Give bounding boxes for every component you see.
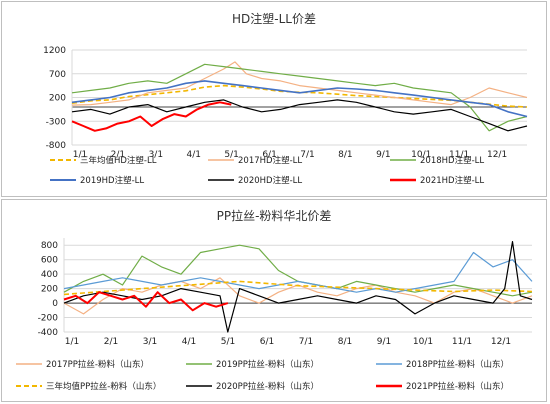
series-line [71,80,528,118]
series-line [63,291,229,312]
pp-raffia-powder-spread-chart: PP拉丝-粉料华北价差 -400 -200 0 200 400 600 800 1/1 2/1 3/… [16,208,533,392]
legend-label: 2021HD注塑-LL [420,175,484,186]
x-tick-label: 11/1 [449,150,469,160]
x-tick-label: 2/1 [104,337,118,347]
x-tick-label: 12/1 [491,337,511,347]
series-line [71,99,528,132]
legend-label: 2021PP拉丝-粉料（山东） [406,381,509,392]
y-tick-label: 200 [49,94,66,104]
series-line [71,61,528,106]
y-tick-label: 800 [41,241,58,251]
y-tick-label: 400 [41,270,58,280]
y-tick-label: -300 [46,117,67,127]
y-tick-label: 1200 [43,46,66,56]
legend-label: 2020HD注塑-LL [238,175,302,186]
hd-ll-spread-panel: HD注塑-LL价差 -800 -300 200 700 1200 1/1 2/1 3/1 4/1 5… [1,1,547,197]
x-tick-label: 6/1 [262,150,276,160]
x-tick-label: 11/1 [452,337,472,347]
chart-title: HD注塑-LL价差 [232,11,316,26]
legend-label: 2018HD注塑-LL [420,155,484,166]
x-tick-label: 10/1 [413,337,433,347]
y-tick-label: -800 [46,141,67,151]
chart-title: PP拉丝-粉料华北价差 [217,208,332,223]
legend-label: 三年均值HD注塑-LL [80,155,157,166]
x-tick-label: 3/1 [149,150,163,160]
series-line [71,101,232,132]
x-tick-label: 8/1 [338,337,352,347]
x-tick-label: 9/1 [376,150,390,160]
x-tick-label: 4/1 [187,150,201,160]
series-line [71,63,528,132]
x-tick-label: 2/1 [111,150,125,160]
y-tick-label: -400 [38,328,59,338]
legend-label: 2018PP拉丝-粉料（山东） [406,359,509,370]
y-tick-label: 0 [52,299,58,309]
x-tick-label: 5/1 [224,150,238,160]
legend-label: 2019HD注塑-LL [80,175,144,186]
x-tick-label: 8/1 [338,150,352,160]
x-tick-label: 1/1 [65,337,79,347]
y-tick-label: 200 [41,285,58,295]
legend-label: 2019PP拉丝-粉料（山东） [216,359,319,370]
series-line [63,251,533,293]
y-tick-label: 700 [49,70,66,80]
legend-label: 2020PP拉丝-粉料（山东） [216,381,319,392]
series-line [71,84,528,108]
x-tick-label: 7/1 [300,150,314,160]
pp-raffia-powder-spread-panel: PP拉丝-粉料华北价差 -400 -200 0 200 400 600 800 1/1 2/1 3/… [1,199,547,402]
y-tick-label: -200 [38,314,59,324]
legend-label: 2017HD注塑-LL [238,155,302,166]
x-tick-label: 12/1 [487,150,507,160]
x-tick-label: 1/1 [73,150,87,160]
x-tick-label: 10/1 [411,150,431,160]
x-tick-label: 7/1 [299,337,313,347]
x-tick-label: 6/1 [260,337,274,347]
x-tick-label: 5/1 [221,337,235,347]
x-tick-label: 4/1 [182,337,196,347]
series-line [63,240,533,333]
legend-label: 三年均值PP拉丝-粉料（山东） [46,381,161,392]
x-tick-label: 3/1 [143,337,157,347]
y-tick-label: 600 [41,256,58,266]
series-line [63,280,533,296]
legend-label: 2017PP拉丝-粉料（山东） [46,359,149,370]
hd-ll-spread-chart: HD注塑-LL价差 -800 -300 200 700 1200 1/1 2/1 3/1 4/1 5… [43,11,528,186]
x-tick-label: 9/1 [377,337,391,347]
